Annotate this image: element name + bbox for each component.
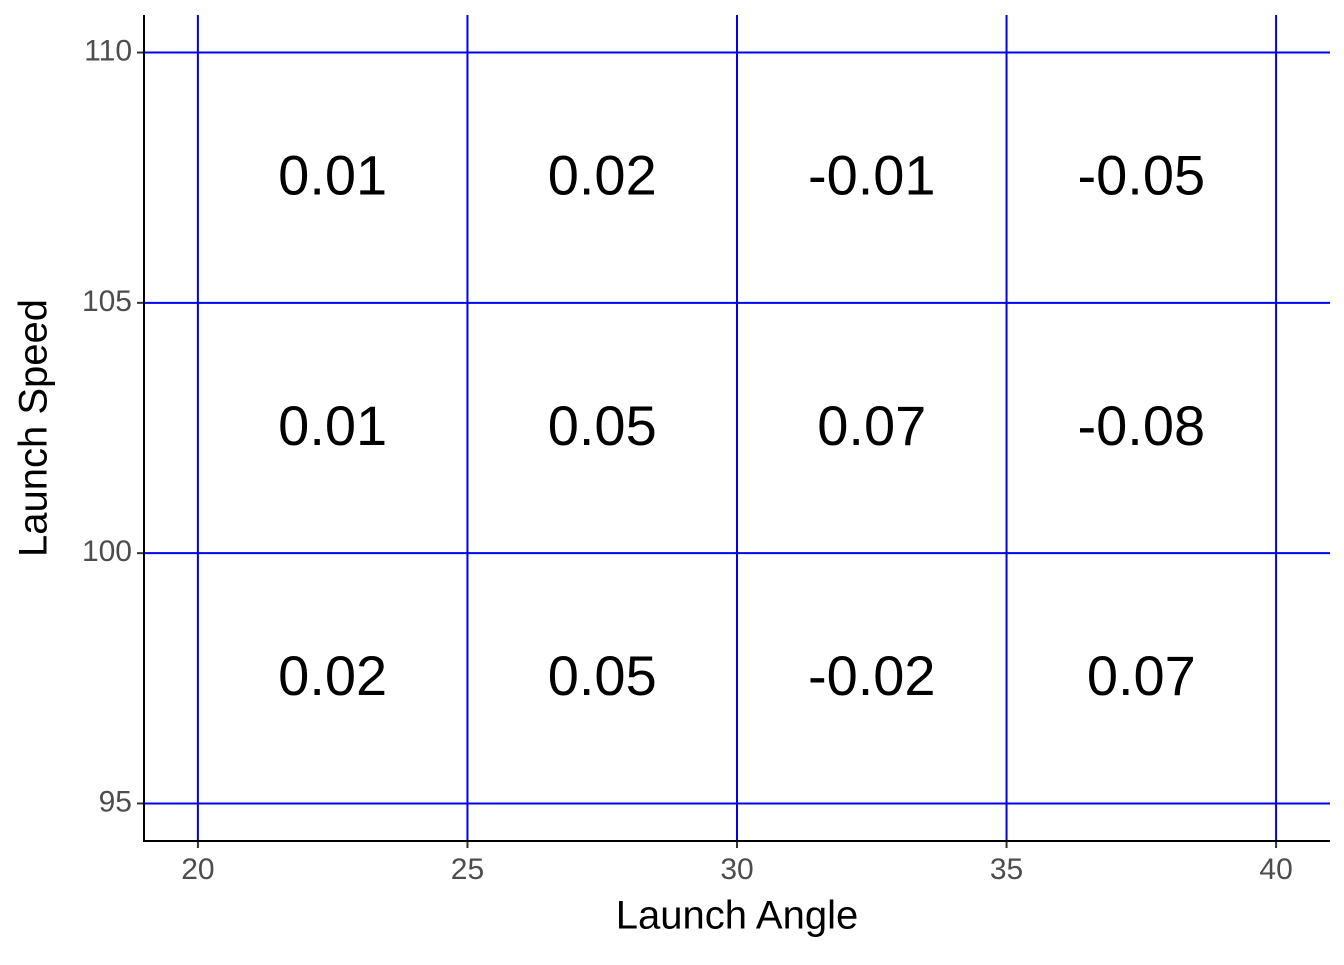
x-tick-label: 35 <box>990 853 1023 886</box>
cell-value: -0.02 <box>808 644 936 707</box>
cell-value: -0.01 <box>808 143 936 206</box>
x-tick-label: 25 <box>451 853 484 886</box>
cell-value: -0.08 <box>1077 394 1205 457</box>
cell-value: 0.01 <box>278 394 387 457</box>
cell-value: 0.05 <box>548 394 657 457</box>
x-axis-title: Launch Angle <box>616 894 858 938</box>
x-tick-label: 20 <box>181 853 214 886</box>
y-tick-label: 110 <box>84 34 132 67</box>
y-tick-label: 100 <box>82 535 132 568</box>
cell-value: 0.05 <box>548 644 657 707</box>
cell-value: 0.07 <box>1087 644 1196 707</box>
cell-value: 0.02 <box>278 644 387 707</box>
y-axis-title: Launch Speed <box>12 299 56 557</box>
y-tick-label: 95 <box>99 785 132 818</box>
x-tick-label: 30 <box>720 853 753 886</box>
cell-value: 0.01 <box>278 143 387 206</box>
cell-value: -0.05 <box>1077 143 1205 206</box>
cell-value: 0.02 <box>548 143 657 206</box>
y-tick-label: 105 <box>82 285 132 318</box>
cell-value: 0.07 <box>817 394 926 457</box>
x-tick-label: 40 <box>1259 853 1292 886</box>
